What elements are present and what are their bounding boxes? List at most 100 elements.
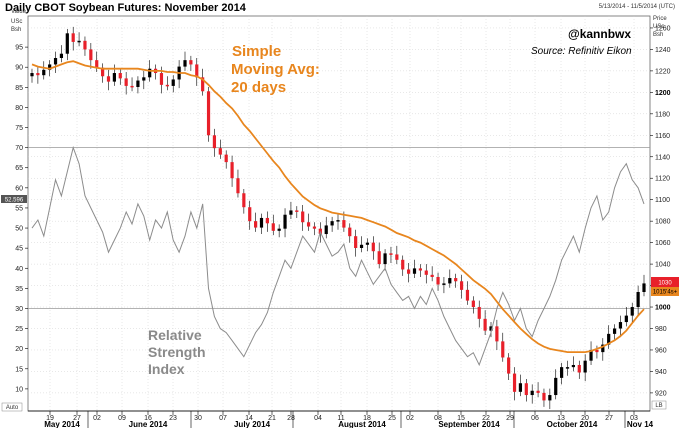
right-tick-label: 980 (655, 326, 667, 333)
candle-down (348, 227, 352, 237)
candle-down (395, 254, 399, 260)
candle-up (612, 328, 617, 334)
x-tick-label: 27 (73, 415, 81, 422)
x-tick-label: 21 (268, 415, 276, 422)
x-axis-ticks: 19 27 02 09 16 23 30 07 14 21 28 04 11 18 25 02 08 15 22 29… (46, 411, 638, 422)
candle-down (424, 270, 428, 275)
x-tick-label: 30 (194, 415, 202, 422)
left-tick-label: 25 (15, 326, 23, 333)
candle-up (630, 307, 634, 316)
candle-up (642, 283, 646, 293)
left-tick-label: 70 (15, 145, 23, 152)
right-axis-label-1: Price (653, 16, 667, 22)
candle-up (148, 68, 152, 78)
candle-up (548, 395, 552, 401)
candle-up (636, 292, 640, 308)
chart-title: Daily CBOT Soybean Futures: November 201… (5, 2, 247, 14)
right-tick-label: 1220 (655, 68, 671, 75)
candle-down (577, 364, 581, 373)
candle-down (507, 357, 511, 374)
candle-up (65, 33, 69, 54)
right-tick-label: 1240 (655, 47, 671, 54)
x-tick-label: 07 (219, 415, 227, 422)
auto-corner-box[interactable] (1, 402, 23, 412)
candle-up (277, 228, 281, 231)
rsi-line (31, 145, 645, 367)
candle-up (136, 80, 140, 87)
sma-annotation-line2: Moving Avg: (231, 61, 320, 78)
candle-down (342, 220, 346, 228)
candle-down (189, 60, 193, 65)
auto-corner-text: Auto (6, 405, 19, 411)
left-tick-label: 90 (15, 65, 23, 72)
left-tick-label: 75 (15, 125, 23, 132)
left-tick-label: 35 (15, 286, 23, 293)
candle-up (383, 253, 387, 265)
candle-up (589, 349, 593, 361)
candle-down (206, 91, 211, 136)
x-tick-label: 11 (337, 415, 344, 422)
candle-down (106, 76, 111, 82)
candle-down (454, 278, 458, 282)
left-tick-label: 40 (15, 266, 23, 273)
x-tick-label: 14 (245, 415, 253, 422)
right-price-badge-top-text: 1030 (658, 281, 672, 287)
lb-corner-text: LB (655, 403, 662, 409)
candle-up (183, 60, 187, 67)
left-tick-label: 30 (15, 306, 23, 313)
left-tick-label: 85 (15, 85, 23, 92)
candle-down (430, 274, 434, 277)
handle-annotation: @kannbwx (568, 27, 631, 41)
month-labels: May 2014 June 2014 July 2014 August 2014 Sep… (44, 411, 654, 428)
candle-up (142, 77, 146, 81)
x-tick-label: 29 (506, 415, 514, 422)
right-tick-label: 1180 (655, 111, 670, 118)
right-tick-label: 1000 (655, 305, 671, 312)
candle-down (236, 178, 240, 194)
candle-down (212, 135, 217, 149)
x-tick-label: 28 (287, 415, 295, 422)
left-value-badge (1, 195, 27, 203)
right-tick-label: 1060 (655, 240, 671, 247)
x-tick-label: 27 (605, 415, 613, 422)
candle-down (536, 390, 540, 393)
candle-down (483, 318, 487, 331)
candle-up (30, 73, 34, 77)
left-axis-label-2: USc (11, 19, 22, 25)
candle-down (401, 259, 405, 270)
candle-down (165, 84, 169, 87)
candle-up (489, 326, 493, 331)
x-tick-label: 25 (388, 415, 396, 422)
candle-up (571, 364, 575, 368)
x-tick-label: 23 (169, 415, 177, 422)
candle-up (624, 315, 628, 323)
month-label: August 2014 (338, 420, 386, 428)
right-axis-label-2: USc (653, 24, 664, 30)
left-tick-label: 95 (15, 45, 23, 52)
candle-down (295, 210, 299, 212)
candle-up (336, 220, 340, 222)
right-price-badge (651, 287, 679, 296)
lb-corner-box[interactable] (651, 400, 667, 410)
candle-up (583, 360, 587, 373)
candle-up (259, 217, 264, 228)
right-tick-label: 1200 (655, 90, 671, 97)
candle-down (224, 154, 228, 163)
sma-line (31, 60, 645, 353)
candle-down (524, 383, 528, 396)
left-axis-label-3: Bsh (11, 27, 21, 33)
left-tick-label: 45 (15, 246, 23, 253)
candle-down (471, 300, 475, 308)
month-label: Nov 14 (627, 420, 654, 428)
right-tick-label: 1260 (655, 25, 671, 32)
month-label: July 2014 (234, 420, 271, 428)
right-tick-label: 1140 (655, 154, 670, 161)
candle-up (59, 53, 64, 59)
candle-down (436, 276, 440, 285)
candle-up (518, 383, 523, 392)
candle-down (242, 193, 246, 208)
candle-down (254, 221, 258, 228)
candle-down (195, 64, 199, 78)
